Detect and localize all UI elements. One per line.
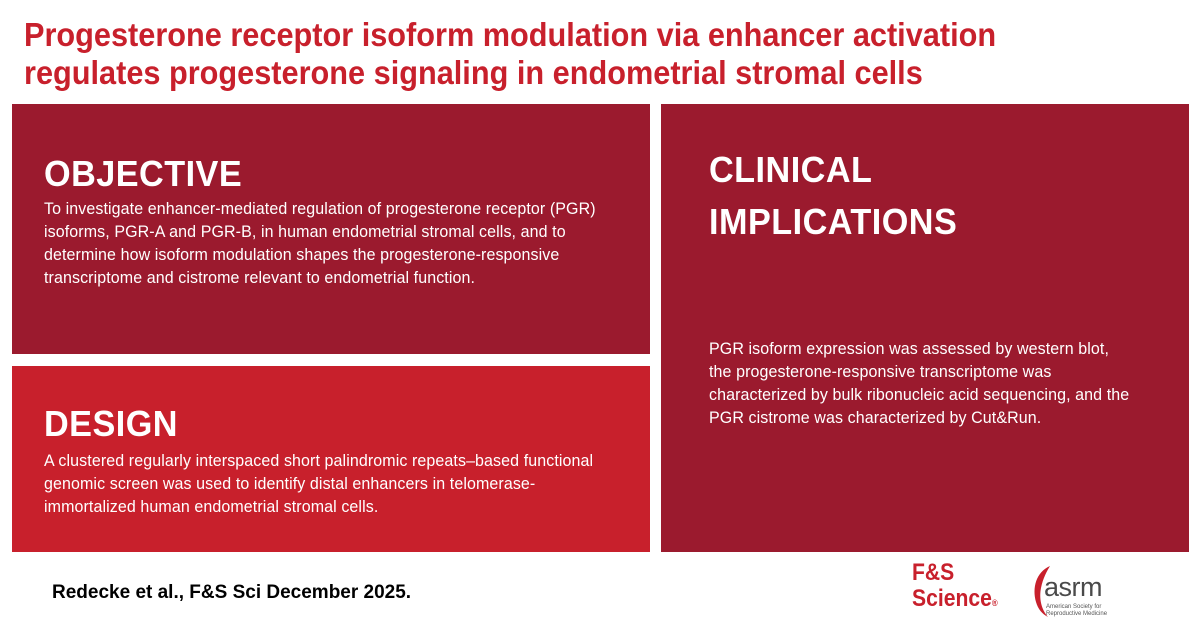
design-panel: DESIGN A clustered regularly interspaced… bbox=[12, 366, 650, 552]
fs-science-logo-line2-text: Science bbox=[912, 585, 992, 612]
page-title: Progesterone receptor isoform modulation… bbox=[24, 16, 997, 91]
design-heading: DESIGN bbox=[44, 403, 178, 444]
clinical-heading-line2: IMPLICATIONS bbox=[709, 201, 958, 242]
fs-science-logo-line1: F&S bbox=[912, 559, 955, 586]
clinical-heading-line1: CLINICAL bbox=[709, 149, 873, 190]
asrm-logo: asrm American Society for Reproductive M… bbox=[1028, 562, 1178, 622]
clinical-text: PGR isoform expression was assessed by w… bbox=[709, 340, 1130, 427]
design-text: A clustered regularly interspaced short … bbox=[44, 452, 594, 516]
objective-panel: OBJECTIVE To investigate enhancer-mediat… bbox=[12, 104, 650, 354]
clinical-heading: CLINICAL IMPLICATIONS bbox=[709, 144, 1137, 248]
clinical-implications-panel: CLINICAL IMPLICATIONS PGR isoform expres… bbox=[661, 104, 1189, 552]
asrm-logo-tagline: American Society for Reproductive Medici… bbox=[1046, 604, 1108, 617]
citation: Redecke et al., F&S Sci December 2025. bbox=[52, 582, 412, 603]
objective-heading: OBJECTIVE bbox=[44, 153, 243, 194]
registered-mark: ® bbox=[991, 598, 998, 608]
objective-text: To investigate enhancer-mediated regulat… bbox=[44, 200, 596, 287]
asrm-logo-name: asrm bbox=[1044, 572, 1103, 602]
fs-science-logo-line2: Science® bbox=[912, 586, 1009, 616]
fs-science-logo: F&S Science® bbox=[912, 560, 1022, 620]
asrm-swoosh-icon bbox=[1034, 566, 1050, 617]
